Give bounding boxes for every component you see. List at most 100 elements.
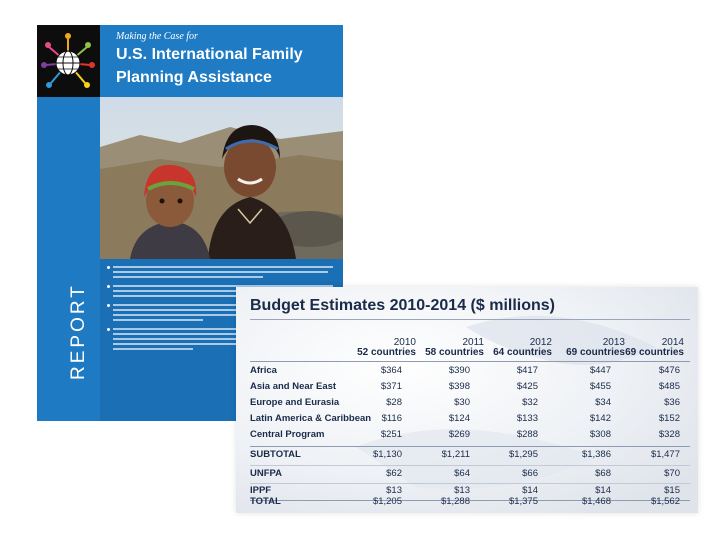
cell-value: $124 xyxy=(448,413,470,424)
cell-value: $28 xyxy=(386,397,402,408)
cell-value: $1,386 xyxy=(581,449,611,460)
cell-value: $1,562 xyxy=(650,496,680,507)
cell-value: $308 xyxy=(589,429,611,440)
cell-value: $485 xyxy=(658,381,680,392)
cell-value: $1,295 xyxy=(508,449,538,460)
globe-logo-icon xyxy=(41,33,95,88)
cell-value: $417 xyxy=(516,365,538,376)
globe-logo xyxy=(37,25,100,97)
table-title: Budget Estimates 2010-2014 ($ millions) xyxy=(250,297,555,314)
table-row-total: TOTAL $1,205 $1,288 $1,375 $1,468 $1,562 xyxy=(250,496,690,511)
header-rule xyxy=(250,361,690,362)
cell-value: $269 xyxy=(448,429,470,440)
cover-title-line-1: U.S. International Family xyxy=(116,46,303,63)
column-countries: 58 countries xyxy=(425,347,484,358)
table-row: UNFPA $62 $64 $66 $68 $70 xyxy=(250,468,690,483)
cell-value: $1,375 xyxy=(508,496,538,507)
cell-value: $1,211 xyxy=(441,449,470,460)
table-row: Latin America & Caribbean $116 $124 $133… xyxy=(250,413,690,428)
row-label: IPPF xyxy=(250,485,272,496)
cell-value: $13 xyxy=(454,485,470,496)
table-row: Europe and Eurasia $28 $30 $32 $34 $36 xyxy=(250,397,690,412)
cell-value: $390 xyxy=(448,365,470,376)
table-row: Asia and Near East $371 $398 $425 $455 $… xyxy=(250,381,690,396)
cover-bullet xyxy=(107,285,343,297)
cell-value: $30 xyxy=(454,397,470,408)
table-row: IPPF $13 $13 $14 $14 $15 xyxy=(250,485,690,500)
column-countries: 69 countries xyxy=(566,347,625,358)
subtotal-rule xyxy=(250,446,690,447)
column-year: 2012 xyxy=(529,337,552,348)
cell-value: $476 xyxy=(658,365,680,376)
cover-bullet xyxy=(107,328,343,350)
cell-value: $364 xyxy=(380,365,402,376)
card-background-wash xyxy=(236,287,698,513)
column-header: 2011 58 countries xyxy=(414,337,484,358)
cell-value: $70 xyxy=(664,468,680,479)
row-label: Latin America & Caribbean xyxy=(250,413,372,424)
cell-value: $15 xyxy=(664,485,680,496)
cell-value: $13 xyxy=(386,485,402,496)
row-rule xyxy=(250,465,690,466)
cell-value: $36 xyxy=(664,397,680,408)
cover-title-band: Making the Case for U.S. International F… xyxy=(100,25,343,97)
cover-kicker: Making the Case for xyxy=(116,31,198,42)
row-label: Asia and Near East xyxy=(250,381,337,392)
cell-value: $1,468 xyxy=(581,496,611,507)
cover-title-line-2: Planning Assistance xyxy=(116,69,272,86)
budget-table-card: Budget Estimates 2010-2014 ($ millions) … xyxy=(236,287,698,513)
cell-value: $62 xyxy=(386,468,402,479)
column-year: 2010 xyxy=(393,337,416,348)
cover-photo xyxy=(100,97,343,259)
row-label: SUBTOTAL xyxy=(250,449,301,460)
cell-value: $34 xyxy=(595,397,611,408)
column-countries: 64 countries xyxy=(493,347,552,358)
cell-value: $455 xyxy=(589,381,611,392)
column-countries: 52 countries xyxy=(357,347,416,358)
cover-bullet xyxy=(107,304,343,321)
cell-value: $1,288 xyxy=(440,496,470,507)
column-header: 2010 52 countries xyxy=(346,337,416,358)
row-rule xyxy=(250,483,690,484)
row-label: Central Program xyxy=(250,429,325,440)
cell-value: $1,477 xyxy=(650,449,680,460)
column-year: 2014 xyxy=(661,337,684,348)
column-year: 2011 xyxy=(462,337,484,348)
cell-value: $68 xyxy=(595,468,611,479)
row-label: Africa xyxy=(250,365,277,376)
cell-value: $447 xyxy=(589,365,611,376)
cell-value: $328 xyxy=(658,429,680,440)
row-label: TOTAL xyxy=(250,496,281,507)
column-header: 2012 64 countries xyxy=(482,337,552,358)
cell-value: $398 xyxy=(448,381,470,392)
cell-value: $32 xyxy=(522,397,538,408)
title-divider xyxy=(250,319,690,320)
cell-value: $66 xyxy=(522,468,538,479)
cell-value: $425 xyxy=(516,381,538,392)
report-cover: REPORT Making xyxy=(37,25,343,421)
report-spine-label: REPORT xyxy=(68,283,89,380)
cell-value: $1,130 xyxy=(372,449,402,460)
row-label: UNFPA xyxy=(250,468,283,479)
cell-value: $14 xyxy=(595,485,611,496)
cell-value: $14 xyxy=(522,485,538,496)
cell-value: $142 xyxy=(589,413,611,424)
total-rule xyxy=(250,500,690,501)
column-header: 2013 69 countries xyxy=(555,337,625,358)
cover-bullet-list xyxy=(107,263,343,357)
cell-value: $288 xyxy=(516,429,538,440)
cell-value: $116 xyxy=(381,413,402,424)
cell-value: $1,205 xyxy=(372,496,402,507)
column-countries: 69 countries xyxy=(625,347,684,358)
row-label: Europe and Eurasia xyxy=(250,397,340,408)
column-year: 2013 xyxy=(602,337,625,348)
cell-value: $251 xyxy=(380,429,402,440)
cell-value: $371 xyxy=(380,381,402,392)
table-row: Africa $364 $390 $417 $447 $476 xyxy=(250,365,690,380)
column-header: 2014 69 countries xyxy=(614,337,684,358)
table-row-subtotal: SUBTOTAL $1,130 $1,211 $1,295 $1,386 $1,… xyxy=(250,449,690,464)
cell-value: $133 xyxy=(516,413,538,424)
cell-value: $64 xyxy=(454,468,470,479)
cell-value: $152 xyxy=(658,413,680,424)
table-row: Central Program $251 $269 $288 $308 $328 xyxy=(250,429,690,444)
